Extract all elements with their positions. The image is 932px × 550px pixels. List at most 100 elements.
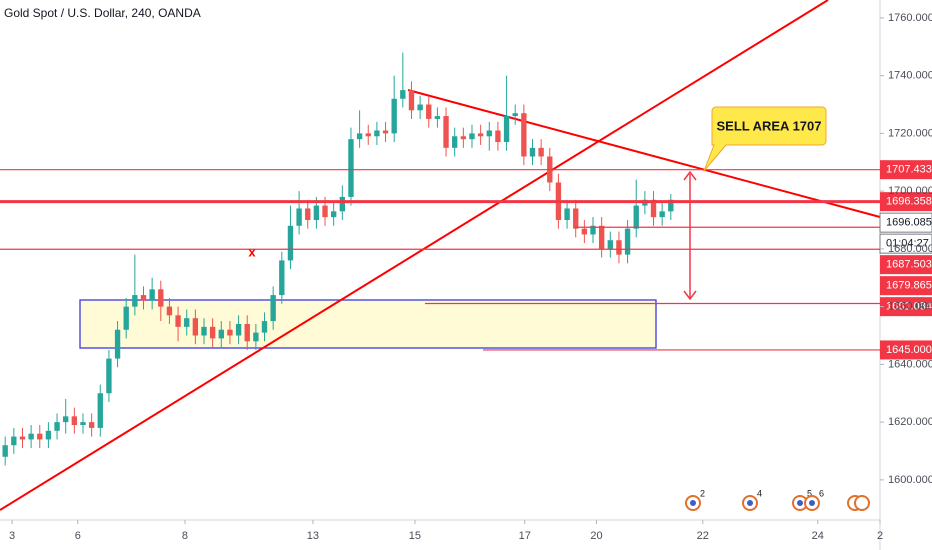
target-arrow xyxy=(683,170,697,301)
event-icon-inner xyxy=(809,500,815,506)
candle-body xyxy=(400,90,406,99)
price-label-box xyxy=(880,255,932,275)
candle-body xyxy=(123,306,129,330)
candle-body xyxy=(330,211,337,218)
candle-body xyxy=(434,116,441,119)
candle-body xyxy=(607,240,613,249)
x-tick-label: 15 xyxy=(409,530,421,542)
x-tick-label: 8 xyxy=(182,530,188,542)
candle-body xyxy=(469,133,475,140)
candle-body xyxy=(192,318,199,336)
x-tick-label: 6 xyxy=(75,530,81,542)
candle-body xyxy=(477,133,484,137)
price-label-box xyxy=(880,192,932,212)
candle-body xyxy=(106,358,112,394)
candle-body xyxy=(88,422,95,428)
candle-body xyxy=(296,208,302,226)
event-count: 4 xyxy=(757,488,762,498)
event-icons-extra xyxy=(847,495,870,511)
candle-body xyxy=(201,326,207,336)
candle-body xyxy=(356,133,363,140)
candle-body xyxy=(54,422,60,431)
candle-body xyxy=(166,306,173,316)
candle-body xyxy=(426,104,432,119)
countdown-box xyxy=(879,233,932,254)
candle-body xyxy=(19,436,26,440)
candle-body xyxy=(408,90,415,111)
demand-zone xyxy=(79,299,657,349)
y-tick-label: 1620.000 xyxy=(888,416,932,428)
y-tick-label: 1760.000 xyxy=(888,12,932,24)
cross-marker: x xyxy=(248,244,256,259)
x-tick-label: 20 xyxy=(590,530,602,542)
event-count: 5 xyxy=(807,488,812,498)
price-label: 1661.084 xyxy=(886,301,932,313)
candle-body xyxy=(244,323,250,342)
event-icon-inner xyxy=(797,500,803,506)
y-tick-label: 1740.000 xyxy=(888,70,932,82)
candle-body xyxy=(37,433,43,440)
candle-body xyxy=(227,329,233,336)
candle-body xyxy=(2,445,8,457)
candle-body xyxy=(581,228,588,235)
candle-body xyxy=(460,136,467,140)
y-tick-label: 1720.000 xyxy=(888,127,932,139)
candle-body xyxy=(374,130,380,137)
callout-text: SELL AREA 1707 xyxy=(716,118,821,133)
candle-body xyxy=(443,116,449,148)
candle-body xyxy=(80,422,86,426)
y-tick-label: 1600.000 xyxy=(888,474,932,486)
candle-body xyxy=(209,326,216,339)
candle-body xyxy=(529,147,536,157)
candle-body xyxy=(184,318,190,327)
candle-body xyxy=(270,295,276,322)
event-count: 6 xyxy=(819,488,824,498)
candle-body xyxy=(633,205,639,229)
candle-body xyxy=(590,225,596,235)
price-label: 1687.503 xyxy=(886,259,932,271)
candle-body xyxy=(573,208,579,229)
candle-body xyxy=(322,205,328,218)
candle-body xyxy=(659,211,665,218)
y-tick-label: 1680.000 xyxy=(888,243,932,255)
candle-body xyxy=(287,225,294,261)
candle-body xyxy=(114,329,121,359)
candle-body xyxy=(313,205,320,221)
event-count: 2 xyxy=(700,488,705,498)
chart-title: Gold Spot / U.S. Dollar, 240, OANDA xyxy=(4,6,201,20)
candle-body xyxy=(503,116,510,143)
candle-body xyxy=(28,433,34,440)
price-label-box xyxy=(880,276,932,296)
y-tick-label: 1700.000 xyxy=(888,185,932,197)
rising-trendline xyxy=(0,0,829,511)
candle-body xyxy=(668,199,674,212)
candle-body xyxy=(538,147,544,157)
candle-body xyxy=(382,130,389,134)
candle-body xyxy=(598,225,605,249)
price-levels: 1707.433 1696.358 1696.085 01:04:27 1687.503… xyxy=(0,160,932,360)
candle-body xyxy=(97,393,103,428)
falling-trendline xyxy=(407,89,881,218)
candle-body xyxy=(175,315,181,327)
callout-box xyxy=(703,106,827,172)
candle-body xyxy=(391,98,397,134)
price-label: 1696.085 xyxy=(886,217,932,229)
candle-body xyxy=(149,289,155,301)
candle-body xyxy=(348,139,354,197)
price-label-box xyxy=(880,297,932,317)
candle-body xyxy=(417,104,423,111)
candle-body xyxy=(158,289,164,307)
candle-body xyxy=(140,295,147,301)
price-label: 1645.000 xyxy=(886,344,932,356)
candle-body xyxy=(495,130,501,143)
candle-body xyxy=(235,323,242,336)
candle-body xyxy=(616,240,622,255)
x-tick-label: 24 xyxy=(812,530,824,542)
candle-body xyxy=(452,136,458,148)
candle-body xyxy=(261,321,268,333)
candle-body xyxy=(305,208,311,221)
candle-body xyxy=(365,133,371,137)
candle-body xyxy=(521,113,527,157)
